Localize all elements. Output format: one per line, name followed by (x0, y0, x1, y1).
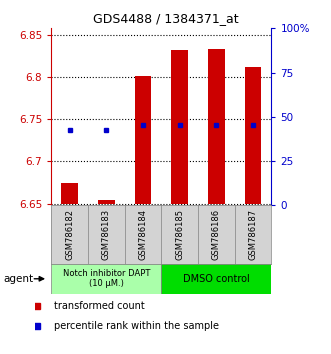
Text: Notch inhibitor DAPT
(10 μM.): Notch inhibitor DAPT (10 μM.) (63, 269, 150, 289)
Bar (51, 264, 161, 294)
Bar (135, 76, 151, 204)
Text: GSM786183: GSM786183 (102, 209, 111, 260)
Text: GSM786184: GSM786184 (138, 209, 148, 260)
Bar (208, 50, 225, 204)
Text: agent: agent (3, 274, 33, 284)
Text: DMSO control: DMSO control (183, 274, 250, 284)
Bar (171, 50, 188, 204)
Bar (161, 264, 271, 294)
Text: transformed count: transformed count (54, 302, 144, 312)
Text: GSM786187: GSM786187 (249, 209, 258, 260)
Bar (61, 183, 78, 204)
Text: GDS4488 / 1384371_at: GDS4488 / 1384371_at (93, 12, 238, 25)
Text: GSM786185: GSM786185 (175, 209, 184, 260)
Text: percentile rank within the sample: percentile rank within the sample (54, 321, 219, 331)
Text: GSM786186: GSM786186 (212, 209, 221, 260)
Text: GSM786182: GSM786182 (65, 209, 74, 260)
Bar (245, 67, 261, 204)
Bar (98, 200, 115, 204)
